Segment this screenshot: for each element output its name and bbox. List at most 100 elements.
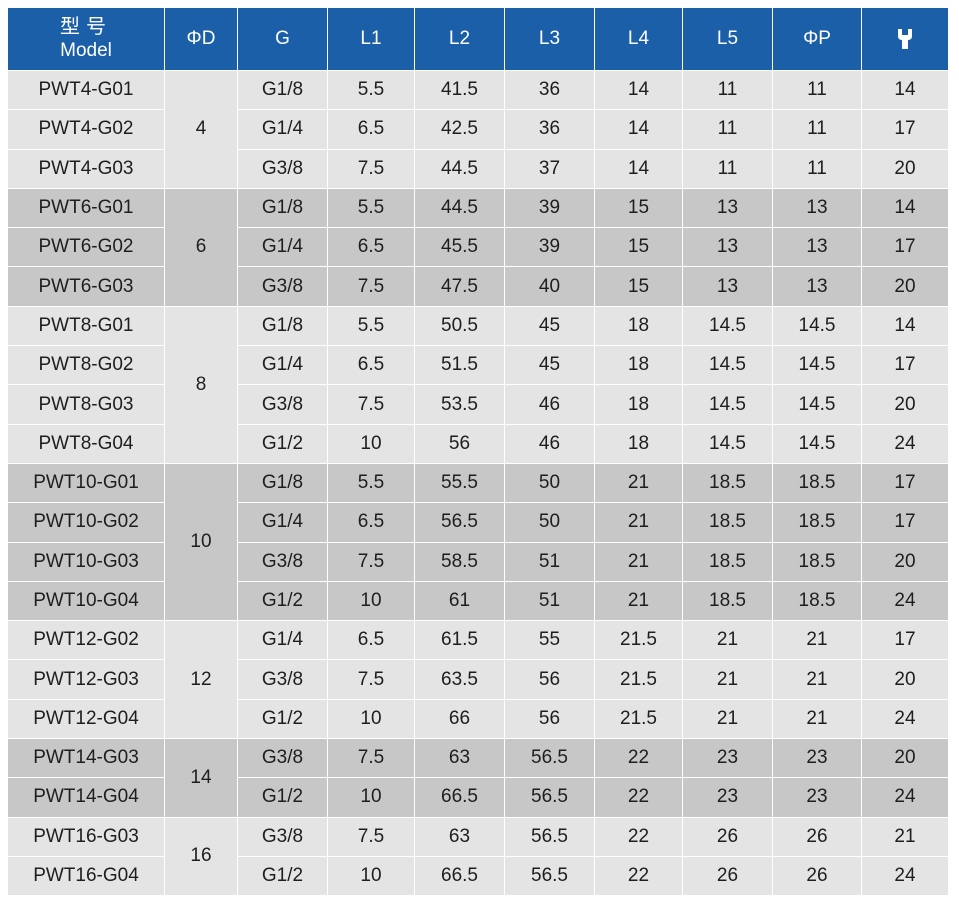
- cell-l3: 51: [505, 541, 595, 581]
- cell-thread-g: G1/4: [238, 345, 328, 385]
- cell-diameter-p: 13: [773, 266, 862, 306]
- table-row: PWT8-G03 G3/8 7.5 53.5 46 18 14.5 14.5 20: [8, 384, 948, 424]
- cell-model: PWT10-G02: [8, 502, 165, 542]
- cell-l1: 7.5: [328, 148, 415, 188]
- cell-l2: 41.5: [415, 70, 505, 110]
- cell-l5: 14.5: [683, 423, 773, 463]
- cell-l3: 56.5: [505, 855, 595, 896]
- cell-l4: 18: [595, 423, 683, 463]
- table-row: PWT8-G02 G1/4 6.5 51.5 45 18 14.5 14.5 17: [8, 345, 948, 385]
- cell-model: PWT12-G04: [8, 698, 165, 739]
- cell-l3: 56.5: [505, 816, 595, 856]
- cell-l2: 55.5: [415, 462, 505, 503]
- cell-thread-g: G1/8: [238, 305, 328, 346]
- cell-thread-g: G1/8: [238, 187, 328, 228]
- cell-model: PWT16-G03: [8, 816, 165, 856]
- cell-l2: 53.5: [415, 384, 505, 424]
- table-row: PWT4-G01 4 G1/8 5.5 41.5 36 14 11 11 14: [8, 70, 948, 188]
- cell-diameter-p: 11: [773, 70, 862, 110]
- cell-diameter-d: 12: [165, 620, 238, 739]
- cell-l5: 14.5: [683, 345, 773, 385]
- cell-l1: 5.5: [328, 187, 415, 228]
- header-row: 型号 Model ΦD G L1 L2 L3 L4 L5 ΦP: [8, 8, 948, 70]
- cell-l1: 6.5: [328, 345, 415, 385]
- cell-l4: 15: [595, 187, 683, 228]
- cell-l1: 10: [328, 777, 415, 817]
- cell-wrench-size: 20: [862, 148, 948, 188]
- wrench-icon: [898, 28, 912, 49]
- cell-l2: 63.5: [415, 659, 505, 699]
- cell-l2: 66.5: [415, 777, 505, 817]
- header-diameter-p: ΦP: [773, 8, 862, 70]
- cell-wrench-size: 24: [862, 423, 948, 463]
- cell-wrench-size: 20: [862, 738, 948, 778]
- cell-l3: 39: [505, 187, 595, 228]
- cell-l1: 10: [328, 580, 415, 621]
- cell-l5: 11: [683, 70, 773, 110]
- cell-l4: 21: [595, 462, 683, 503]
- cell-l5: 13: [683, 187, 773, 228]
- cell-l1: 5.5: [328, 462, 415, 503]
- cell-l5: 18.5: [683, 580, 773, 621]
- cell-l2: 63: [415, 816, 505, 856]
- cell-l3: 36: [505, 70, 595, 110]
- cell-model: PWT8-G03: [8, 384, 165, 424]
- cell-l1: 10: [328, 423, 415, 463]
- cell-l4: 21: [595, 580, 683, 621]
- cell-model: PWT6-G01: [8, 187, 165, 228]
- spec-table: 型号 Model ΦD G L1 L2 L3 L4 L5 ΦP PWT4-G01…: [8, 8, 948, 896]
- cell-l3: 55: [505, 620, 595, 660]
- cell-l1: 5.5: [328, 305, 415, 346]
- cell-l5: 21: [683, 659, 773, 699]
- cell-l4: 22: [595, 777, 683, 817]
- cell-l1: 7.5: [328, 541, 415, 581]
- cell-diameter-p: 18.5: [773, 541, 862, 581]
- cell-model: PWT4-G02: [8, 109, 165, 149]
- cell-model: PWT4-G01: [8, 70, 165, 110]
- cell-l3: 45: [505, 305, 595, 346]
- cell-wrench-size: 17: [862, 620, 948, 660]
- header-l1: L1: [328, 8, 415, 70]
- cell-model: PWT16-G04: [8, 855, 165, 896]
- cell-diameter-p: 18.5: [773, 580, 862, 621]
- table-row: PWT6-G03 G3/8 7.5 47.5 40 15 13 13 20: [8, 266, 948, 306]
- cell-model: PWT14-G03: [8, 738, 165, 778]
- table-row: PWT16-G04 G1/2 10 66.5 56.5 22 26 26 24: [8, 855, 948, 896]
- cell-model: PWT12-G03: [8, 659, 165, 699]
- cell-l4: 22: [595, 855, 683, 896]
- cell-l4: 21.5: [595, 698, 683, 739]
- cell-diameter-p: 21: [773, 659, 862, 699]
- header-diameter-d: ΦD: [165, 8, 238, 70]
- table-row: PWT6-G02 G1/4 6.5 45.5 39 15 13 13 17: [8, 227, 948, 267]
- cell-diameter-p: 11: [773, 109, 862, 149]
- table-row: PWT16-G03 16 G3/8 7.5 63 56.5 22 26 26 21: [8, 816, 948, 896]
- cell-l1: 6.5: [328, 502, 415, 542]
- cell-l1: 6.5: [328, 109, 415, 149]
- cell-l3: 46: [505, 423, 595, 463]
- cell-thread-g: G1/8: [238, 70, 328, 110]
- cell-wrench-size: 17: [862, 109, 948, 149]
- cell-l4: 21: [595, 541, 683, 581]
- cell-l2: 58.5: [415, 541, 505, 581]
- cell-l5: 14.5: [683, 305, 773, 346]
- cell-model: PWT4-G03: [8, 148, 165, 188]
- cell-l5: 26: [683, 816, 773, 856]
- table-row: PWT4-G02 G1/4 6.5 42.5 36 14 11 11 17: [8, 109, 948, 149]
- cell-model: PWT8-G02: [8, 345, 165, 385]
- cell-diameter-p: 23: [773, 777, 862, 817]
- table-row: PWT10-G03 G3/8 7.5 58.5 51 21 18.5 18.5 20: [8, 541, 948, 581]
- cell-diameter-p: 21: [773, 620, 862, 660]
- cell-l2: 45.5: [415, 227, 505, 267]
- cell-model: PWT14-G04: [8, 777, 165, 817]
- cell-thread-g: G3/8: [238, 738, 328, 778]
- cell-thread-g: G3/8: [238, 148, 328, 188]
- cell-model: PWT8-G01: [8, 305, 165, 346]
- cell-l1: 6.5: [328, 620, 415, 660]
- cell-l3: 46: [505, 384, 595, 424]
- cell-l2: 42.5: [415, 109, 505, 149]
- cell-thread-g: G1/4: [238, 620, 328, 660]
- cell-l5: 13: [683, 227, 773, 267]
- cell-l5: 18.5: [683, 462, 773, 503]
- cell-diameter-p: 14.5: [773, 305, 862, 346]
- cell-diameter-d: 16: [165, 816, 238, 896]
